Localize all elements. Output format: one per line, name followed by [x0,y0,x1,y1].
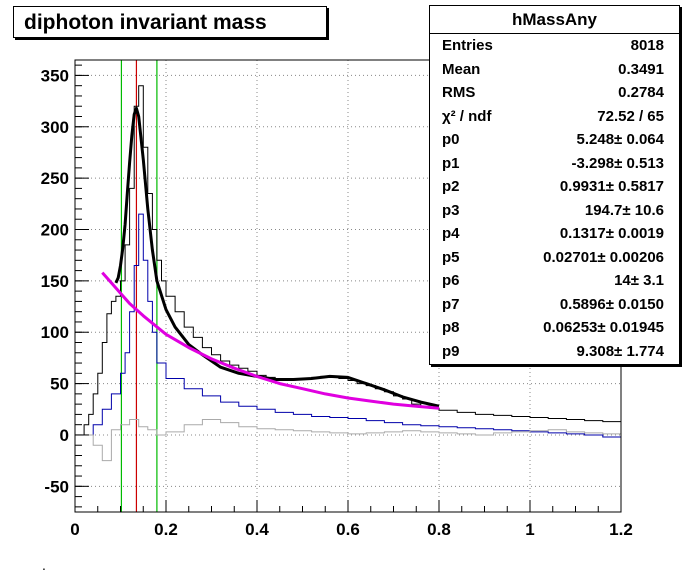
stats-value: 5.248± 0.064 [576,131,664,148]
stats-row: Mean 0.3491 [430,58,679,82]
stats-row: p4 0.1317± 0.0019 [430,222,679,246]
stats-value: 0.9931± 0.5817 [559,178,664,195]
x-tick-label: 1 [525,520,534,539]
histogram-series [84,419,622,462]
x-tick-label: 0 [70,520,79,539]
stats-row: p2 0.9931± 0.5817 [430,175,679,199]
x-tick-label: 0.4 [245,520,269,539]
y-axis: -50 0 50 100 150 200 250 300 350 [41,64,89,508]
y-tick-label: 0 [60,426,69,445]
fit-curve [101,271,440,410]
chart-grid [75,60,621,512]
stats-key: p9 [442,342,460,360]
y-tick-label: 150 [41,272,69,291]
stats-rows: Entries 8018 Mean 0.3491 RMS 0.2784 χ² / ndf 72… [430,34,679,363]
stats-value: 0.5896± 0.0150 [559,295,664,313]
x-axis: 0 0.2 0.4 0.6 0.8 1 1.2 [70,500,633,539]
stats-value: 0.06253± 0.01945 [543,319,664,336]
stats-key: p2 [442,178,460,195]
stats-value: 14± 3.1 [614,272,664,289]
stats-row: p0 5.248± 0.064 [430,128,679,152]
stats-key: p8 [442,319,460,336]
stats-key: p7 [442,295,460,313]
stats-key: p5 [442,248,460,266]
stats-key: p3 [442,201,460,219]
stats-row: p6 14± 3.1 [430,269,679,293]
stats-title: hMassAny [430,6,679,34]
stats-value: -3.298± 0.513 [571,154,664,172]
y-tick-label: 350 [41,66,69,85]
stats-key: p1 [442,154,460,172]
stats-value: 0.02701± 0.00206 [543,248,664,266]
x-tick-label: 1.2 [609,520,633,539]
y-tick-label: 100 [41,323,69,342]
footnote-dot: . [42,557,46,573]
stats-box: hMassAny Entries 8018 Mean 0.3491 RMS 0.2784 χ… [429,5,680,365]
stats-value: 194.7± 10.6 [584,201,664,219]
stats-value: 0.2784 [618,84,664,101]
stats-row: p8 0.06253± 0.01945 [430,316,679,340]
stats-key: Mean [442,60,481,78]
stats-key: p6 [442,272,460,289]
y-tick-label: 200 [41,221,69,240]
stats-key: χ² / ndf [442,107,492,125]
histogram-series [75,213,622,440]
stats-row: p3 194.7± 10.6 [430,199,679,223]
fit-curve [114,106,440,408]
stats-row: p9 9.308± 1.774 [430,340,679,364]
stats-key: RMS [442,84,476,101]
stats-key: Entries [442,37,493,54]
stats-value: 72.52 / 65 [597,107,664,125]
stats-row: χ² / ndf 72.52 / 65 [430,105,679,129]
chart-series [75,85,622,462]
stats-row: p7 0.5896± 0.0150 [430,293,679,317]
stats-value: 8018 [630,37,664,54]
stats-value: 9.308± 1.774 [576,342,664,360]
x-tick-label: 0.2 [154,520,178,539]
stats-value: 0.1317± 0.0019 [559,225,664,242]
marker-lines [120,60,158,512]
y-tick-label: 300 [41,118,69,137]
stats-row: RMS 0.2784 [430,81,679,105]
chart-title: diphoton invariant mass [24,11,267,34]
stats-row: Entries 8018 [430,34,679,58]
stats-value: 0.3491 [618,60,664,78]
y-tick-label: 250 [41,169,69,188]
y-tick-label: 50 [50,375,69,394]
x-tick-label: 0.6 [336,520,360,539]
stats-key: p4 [442,225,460,242]
stats-key: p0 [442,131,460,148]
stats-row: p1 -3.298± 0.513 [430,152,679,176]
y-tick-label: -50 [44,477,69,496]
stats-row: p5 0.02701± 0.00206 [430,246,679,270]
x-tick-label: 0.8 [427,520,451,539]
chart-title-box: diphoton invariant mass [13,6,327,38]
